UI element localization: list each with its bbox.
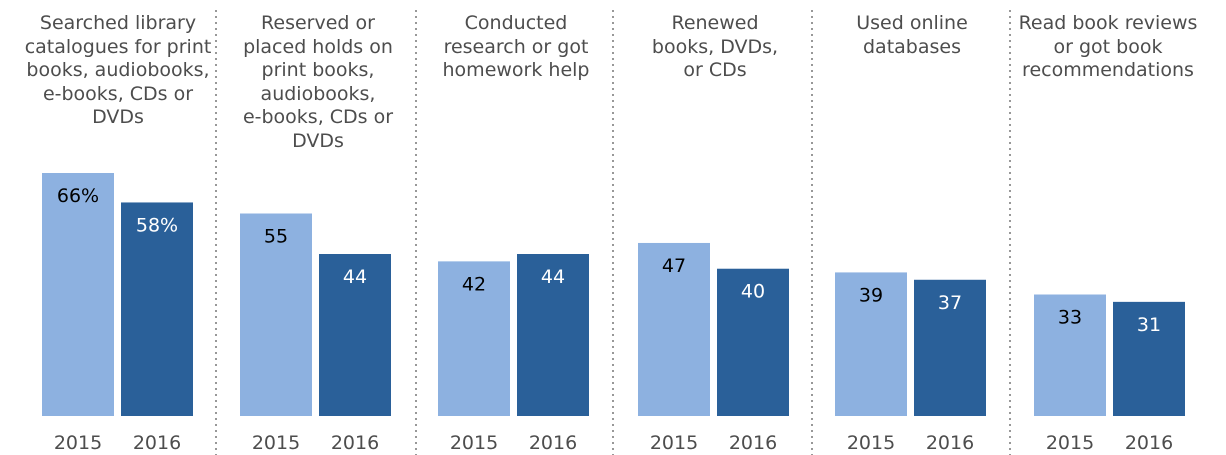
year-tick-label-2016-3: 2016	[529, 432, 577, 454]
category-label-line: DVDs	[292, 129, 344, 152]
category-label-1: Searched library catalogues for print book…	[23, 12, 213, 130]
value-label-2015-1: 66%	[57, 185, 99, 207]
category-label-line: or got book	[1053, 35, 1163, 58]
value-label-2016-1: 58%	[136, 214, 178, 236]
year-tick-label-2016-1: 2016	[133, 432, 181, 454]
value-label-2015-5: 39	[859, 284, 883, 306]
year-tick-label-2015-4: 2015	[650, 432, 698, 454]
value-label-2016-4: 40	[741, 281, 765, 303]
bar-2015-3	[438, 261, 510, 416]
year-tick-label-2016-4: 2016	[729, 432, 777, 454]
year-tick-label-2015-3: 2015	[450, 432, 498, 454]
year-tick-label-2015-1: 2015	[54, 432, 102, 454]
category-label-line: books, DVDs,	[651, 35, 779, 58]
category-label-line: research or got	[443, 35, 589, 58]
year-tick-label-2016-6: 2016	[1125, 432, 1173, 454]
year-tick-label-2016-5: 2016	[926, 432, 974, 454]
category-label-4: Renewed books, DVDs, or CDs	[620, 12, 810, 83]
category-label-line: e-books, CDs or	[42, 82, 194, 105]
category-label-line: databases	[863, 35, 961, 58]
value-label-2015-3: 42	[462, 273, 486, 295]
bar-2016-5	[914, 279, 986, 416]
value-label-2015-6: 33	[1058, 307, 1082, 329]
category-label-line: or CDs	[683, 59, 747, 81]
bar-2015-6	[1034, 294, 1106, 416]
year-tick-label-2015-2: 2015	[252, 432, 300, 454]
category-label-line: placed holds on	[243, 35, 393, 58]
bar-2015-4	[638, 242, 710, 416]
value-label-2016-6: 31	[1137, 314, 1161, 336]
category-label-line: recommendations	[1022, 59, 1194, 81]
year-tick-label-2016-2: 2016	[331, 432, 379, 454]
year-tick-label-2015-5: 2015	[847, 432, 895, 454]
category-label-3: Conducted research or got homework help	[421, 12, 611, 83]
category-label-line: Used online	[856, 12, 968, 34]
category-label-line: catalogues for print	[24, 35, 212, 58]
category-label-line: homework help	[442, 59, 590, 81]
category-label-line: DVDs	[92, 106, 144, 128]
category-label-line: Reserved or	[261, 12, 375, 34]
value-label-2015-4: 47	[662, 255, 686, 277]
year-tick-label-2015-6: 2015	[1046, 432, 1094, 454]
category-label-line: Renewed	[671, 12, 759, 34]
bar-2015-2	[240, 213, 312, 416]
bar-2016-2	[319, 254, 391, 416]
value-label-2016-3: 44	[541, 266, 565, 288]
category-label-line: books, audiobooks,	[26, 59, 210, 81]
category-label-5: Used online databases	[817, 12, 1007, 59]
category-label-line: print books,	[261, 59, 375, 81]
bar-2016-1	[121, 202, 193, 416]
category-label-6: Read book reviews or got book recommendati…	[1013, 12, 1203, 83]
value-label-2016-2: 44	[343, 266, 367, 288]
category-label-line: Conducted	[464, 12, 568, 34]
category-label-line: Searched library	[39, 12, 197, 34]
category-label-line: Read book reviews	[1018, 12, 1198, 34]
bar-2016-6	[1113, 301, 1185, 416]
bar-2015-1	[42, 173, 114, 416]
bar-2015-5	[835, 272, 907, 416]
bar-2016-3	[517, 254, 589, 416]
value-label-2016-5: 37	[938, 292, 962, 314]
category-label-2: Reserved or placed holds on print books, au…	[223, 12, 413, 153]
category-label-line: audiobooks,	[260, 82, 376, 105]
category-label-line: e-books, CDs or	[242, 106, 394, 128]
bar-2016-4	[717, 268, 789, 416]
value-label-2015-2: 55	[264, 226, 288, 248]
